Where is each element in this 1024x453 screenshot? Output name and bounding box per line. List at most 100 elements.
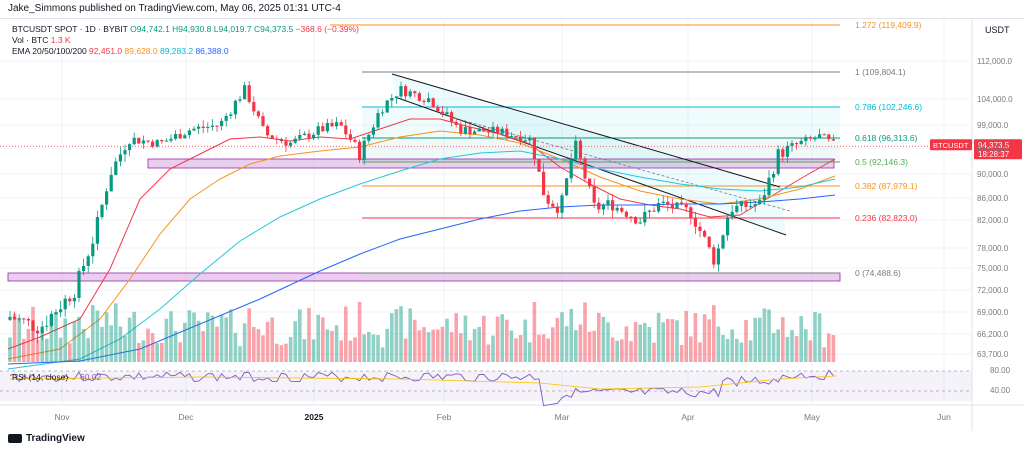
volume-bar — [192, 312, 196, 362]
volume-bar — [744, 320, 748, 362]
volume-bar — [762, 308, 767, 362]
candle — [141, 140, 145, 144]
candle — [275, 138, 279, 140]
candle — [486, 131, 490, 133]
volume-bar — [725, 338, 730, 362]
candle — [528, 137, 532, 141]
candle — [91, 243, 95, 257]
volume-bar — [633, 322, 638, 362]
volume-bar — [555, 317, 560, 362]
volume-bar — [279, 345, 284, 362]
volume-bar — [675, 320, 679, 362]
candle — [215, 125, 219, 127]
fib-band — [362, 138, 840, 162]
volume-bar — [196, 320, 201, 362]
volume-bar — [95, 310, 100, 362]
price-axis-label: 112,000.0 — [977, 57, 1013, 66]
candle — [114, 161, 118, 175]
volume-bar — [574, 330, 578, 362]
volume-bar — [247, 308, 251, 362]
currency-label: USDT — [985, 25, 1010, 35]
volume-label[interactable]: Vol · BTC — [12, 35, 49, 45]
candle — [284, 141, 288, 146]
volume-bar — [482, 315, 486, 362]
candle — [404, 86, 408, 97]
volume-bar — [578, 324, 583, 362]
candle — [693, 217, 697, 227]
volume-bar — [390, 313, 394, 362]
ohlc-change: −368.6 (−0.39%) — [295, 24, 359, 34]
candle — [620, 207, 624, 212]
candle — [220, 120, 224, 127]
volume-bar — [449, 332, 454, 362]
volume-bar — [72, 321, 77, 362]
candle — [266, 126, 270, 136]
candle — [440, 111, 444, 115]
volume-bar — [31, 306, 35, 362]
candle — [146, 140, 150, 142]
volume-bar — [173, 330, 178, 362]
candle — [638, 222, 642, 224]
candle — [712, 247, 716, 265]
volume-bar — [721, 334, 725, 362]
volume-bar — [560, 312, 564, 362]
volume-bar — [804, 329, 808, 362]
volume-bar — [620, 339, 624, 362]
volume-bar — [693, 313, 698, 362]
candle — [247, 85, 251, 103]
candle — [716, 248, 720, 265]
volume-bar — [629, 341, 633, 362]
price-chart[interactable]: 1.272 (119,409.9) 1 (109,804.1) 0.786 (102… — [0, 19, 1024, 431]
volume-bar — [394, 309, 399, 362]
ema-label[interactable]: EMA 20/50/100/200 — [12, 46, 87, 56]
tradingview-logo-icon — [8, 434, 22, 443]
price-tag-countdown: 18:28:37 — [978, 150, 1010, 159]
volume-bar — [169, 311, 173, 362]
volume-bar — [54, 312, 58, 362]
price-axis-label: 69,000.0 — [977, 308, 1009, 317]
volume-bar — [500, 314, 504, 362]
volume-bar — [523, 319, 527, 362]
candle — [210, 125, 214, 127]
ema100-value: 89,283.2 — [159, 46, 194, 56]
candle — [399, 86, 403, 97]
volume-bar — [546, 338, 550, 362]
volume-bar — [293, 321, 297, 362]
candle — [381, 112, 385, 114]
volume-bar — [454, 313, 458, 362]
candle — [721, 235, 725, 249]
chart-area[interactable]: 1.272 (119,409.9) 1 (109,804.1) 0.786 (102… — [0, 18, 1024, 431]
candle — [772, 174, 776, 178]
symbol-label[interactable]: BTCUSDT SPOT · 1D · BYBIT — [12, 24, 128, 34]
volume-bar — [118, 326, 123, 362]
candle — [413, 91, 417, 94]
candle — [790, 143, 794, 146]
volume-bar — [822, 347, 826, 362]
candle — [473, 131, 477, 135]
candle — [123, 150, 127, 155]
volume-bar — [380, 347, 385, 362]
candle — [183, 135, 187, 139]
volume-bar — [601, 316, 606, 362]
ema200-line — [7, 194, 836, 365]
candle — [634, 216, 638, 224]
candle — [652, 210, 656, 212]
candle — [624, 211, 628, 217]
candle — [767, 177, 771, 196]
candle — [367, 134, 371, 141]
price-axis-label: 86,000.0 — [977, 194, 1009, 203]
ema100-line — [7, 150, 836, 370]
candle — [818, 134, 822, 139]
rsi-band — [0, 371, 972, 401]
volume-bar — [716, 326, 721, 362]
candle — [321, 126, 325, 132]
candle — [666, 201, 670, 205]
candle — [13, 316, 17, 320]
price-axis-label: 63,700.0 — [977, 350, 1009, 359]
tradingview-logo[interactable]: TradingView — [8, 433, 85, 444]
candle — [31, 320, 35, 331]
candle — [542, 171, 546, 196]
candle — [601, 205, 605, 210]
candle — [22, 318, 26, 320]
candle — [537, 159, 541, 172]
